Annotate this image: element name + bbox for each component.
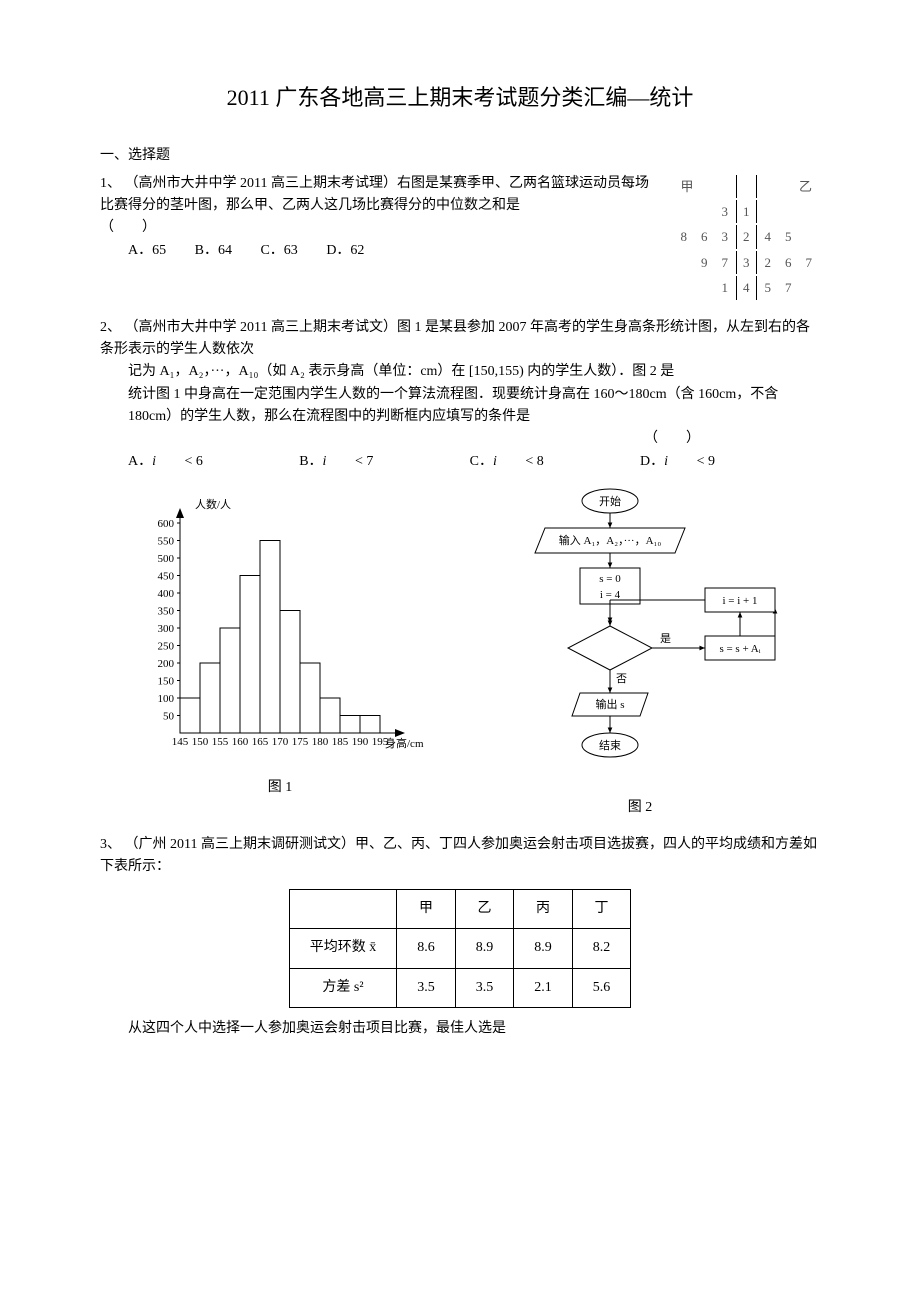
svg-text:150: 150 — [158, 676, 175, 688]
svg-text:是: 是 — [660, 632, 671, 645]
svg-text:350: 350 — [158, 606, 175, 618]
svg-text:600: 600 — [158, 518, 175, 530]
flowchart-figure: 开始输入 A₁，A₂，···，A₁₀ s = 0 i = 4 是 s = s + Aᵢ i… — [490, 483, 790, 819]
q1-body: （高州市大井中学 2011 高三上期末考试理）右图是某赛季甲、乙两名篮球运动员每… — [100, 176, 649, 213]
q1-opt-b: B．64 — [195, 240, 232, 262]
svg-text:s = s + Aᵢ: s = s + Aᵢ — [719, 643, 760, 655]
stemleaf-row: 31 — [675, 200, 819, 223]
svg-text:500: 500 — [158, 553, 175, 565]
stem-leaf-plot: 甲 乙 31 863245 973267 1457 — [673, 173, 821, 302]
svg-text:人数/人: 人数/人 — [195, 498, 231, 511]
svg-text:175: 175 — [292, 736, 309, 748]
svg-text:输出 s: 输出 s — [595, 697, 624, 711]
svg-text:300: 300 — [158, 623, 175, 635]
q1-options: A．65 B．64 C．63 D．62 — [128, 240, 653, 262]
q3-tail: 从这四个人中选择一人参加奥运会射击项目比赛，最佳人选是 — [128, 1018, 820, 1040]
svg-text:i = 4: i = 4 — [600, 589, 621, 601]
q2-opt-d: D．i < 9 — [640, 451, 715, 473]
q2-body-b: 记为 A₁，A₂，···，A₁₀（如 A₂ 表示身高（单位：cm）在 [150,… — [128, 361, 820, 383]
question-3: 3、 （广州 2011 高三上期末调研测试文）甲、乙、丙、丁四人参加奥运会射击项… — [100, 834, 820, 1040]
q2-blank: （ ） — [100, 428, 820, 450]
svg-text:195: 195 — [372, 736, 389, 748]
svg-text:180: 180 — [312, 736, 329, 748]
stemleaf-head-right: 乙 — [759, 175, 819, 198]
stemleaf-row: 863245 — [675, 225, 819, 248]
page-title: 2011 广东各地高三上期末考试题分类汇编—统计 — [100, 80, 820, 115]
stemleaf-row: 973267 — [675, 251, 819, 274]
svg-text:170: 170 — [272, 736, 289, 748]
svg-text:145: 145 — [172, 736, 189, 748]
q2-body-c: 统计图 1 中身高在一定范围内学生人数的一个算法流程图．现要统计身高在 160～… — [128, 384, 820, 429]
svg-text:i = i + 1: i = i + 1 — [722, 595, 757, 607]
svg-text:165: 165 — [252, 736, 269, 748]
svg-text:160: 160 — [232, 736, 249, 748]
svg-text:250: 250 — [158, 641, 175, 653]
svg-text:400: 400 — [158, 588, 175, 600]
question-1: 1、 （高州市大井中学 2011 高三上期末考试理）右图是某赛季甲、乙两名篮球运… — [100, 173, 820, 302]
q1-prefix: 1、 — [100, 176, 121, 191]
svg-text:否: 否 — [616, 673, 627, 685]
table-row: 方差 s² 3.5 3.5 2.1 5.6 — [289, 968, 631, 1007]
svg-text:185: 185 — [332, 736, 349, 748]
q1-opt-a: A．65 — [128, 240, 166, 262]
svg-text:155: 155 — [212, 736, 229, 748]
q2-prefix: 2、 — [100, 320, 121, 335]
flow-caption: 图 2 — [490, 797, 790, 819]
q2-body-a: （高州市大井中学 2011 高三上期末考试文）图 1 是某县参加 2007 年高… — [100, 320, 810, 357]
stats-table: 甲 乙 丙 丁 平均环数 x̄ 8.6 8.9 8.9 8.2 方差 s² 3.… — [289, 889, 632, 1008]
stemleaf-row: 1457 — [675, 276, 819, 299]
question-2: 2、 （高州市大井中学 2011 高三上期末考试文）图 1 是某县参加 2007… — [100, 317, 820, 820]
svg-text:s = 0: s = 0 — [599, 573, 621, 585]
q1-blank: （ ） — [100, 220, 156, 235]
svg-text:结束: 结束 — [599, 739, 621, 752]
svg-text:200: 200 — [158, 658, 175, 670]
svg-text:450: 450 — [158, 571, 175, 583]
q2-opt-a: A．i < 6 — [128, 451, 203, 473]
svg-text:输入 A₁，A₂，···，A₁₀: 输入 A₁，A₂，···，A₁₀ — [559, 533, 662, 547]
histogram-figure: 50 100 150 200 250 300 350 400 450 500 550 600 人数/人身… — [130, 483, 430, 819]
svg-text:550: 550 — [158, 536, 175, 548]
q2-opt-b: B．i < 7 — [299, 451, 373, 473]
histogram-svg: 50 100 150 200 250 300 350 400 450 500 550 600 人数/人身… — [130, 483, 430, 763]
table-row: 平均环数 x̄ 8.6 8.9 8.9 8.2 — [289, 929, 631, 968]
svg-text:190: 190 — [352, 736, 369, 748]
table-header-row: 甲 乙 丙 丁 — [289, 889, 631, 928]
svg-text:50: 50 — [163, 711, 175, 723]
svg-text:开始: 开始 — [599, 494, 621, 508]
svg-text:150: 150 — [192, 736, 209, 748]
q1-opt-d: D．62 — [326, 240, 364, 262]
q2-opt-c: C．i < 8 — [470, 451, 544, 473]
svg-text:身高/cm: 身高/cm — [385, 736, 424, 750]
q1-opt-c: C．63 — [260, 240, 297, 262]
q3-prefix: 3、 — [100, 837, 121, 852]
q2-options: A．i < 6 B．i < 7 C．i < 8 D．i < 9 — [128, 451, 820, 473]
hist-caption: 图 1 — [130, 777, 430, 799]
q3-body: （广州 2011 高三上期末调研测试文）甲、乙、丙、丁四人参加奥运会射击项目选拔… — [100, 837, 817, 874]
section-heading: 一、选择题 — [100, 145, 820, 167]
stemleaf-head-left: 甲 — [675, 175, 735, 198]
svg-text:100: 100 — [158, 693, 175, 705]
flowchart-svg: 开始输入 A₁，A₂，···，A₁₀ s = 0 i = 4 是 s = s + Aᵢ i… — [490, 483, 790, 783]
